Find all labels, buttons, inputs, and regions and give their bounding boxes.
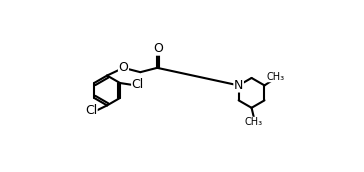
Text: Cl: Cl: [132, 78, 144, 92]
Text: O: O: [153, 42, 163, 55]
Text: N: N: [234, 79, 243, 92]
Text: CH₃: CH₃: [245, 117, 263, 127]
Text: CH₃: CH₃: [266, 72, 285, 82]
Text: Cl: Cl: [85, 104, 97, 117]
Text: O: O: [119, 61, 128, 74]
